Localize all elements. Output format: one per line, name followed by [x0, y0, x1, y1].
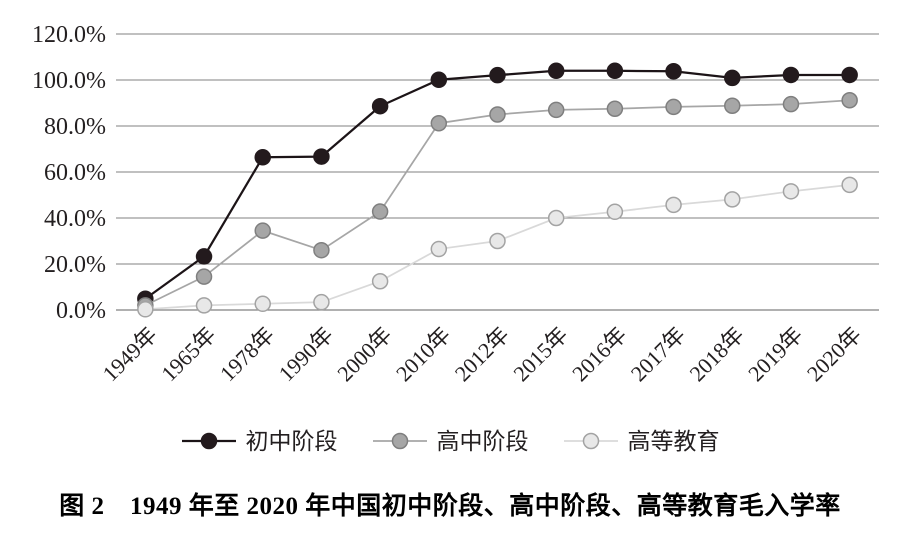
legend-label: 初中阶段 [245, 428, 338, 454]
legend-label: 高等教育 [627, 428, 720, 454]
enrollment-line-chart: 120.0% 100.0% 80.0% 60.0% 40.0% 20.0% 0.0%1949… [32, 22, 879, 386]
data-point-marker [430, 240, 448, 258]
data-point-marker [782, 95, 800, 113]
data-point-marker [313, 241, 330, 259]
data-point-marker [606, 203, 624, 221]
data-point-marker [489, 66, 506, 84]
data-point-marker [254, 149, 271, 166]
data-point-marker [547, 101, 565, 119]
data-point-marker [724, 191, 741, 208]
x-axis-tick-label: 2016年 [567, 322, 631, 386]
y-axis-tick-label: 120.0% [32, 22, 106, 48]
data-point-marker [430, 114, 448, 132]
data-point-marker [489, 232, 506, 250]
y-axis-tick-label: 40.0% [44, 206, 106, 232]
data-point-marker [724, 69, 741, 87]
data-point-marker [371, 97, 389, 115]
data-point-marker [313, 148, 330, 165]
data-point-marker [430, 71, 448, 89]
data-point-marker [489, 106, 506, 123]
x-axis-tick-label: 2000年 [332, 322, 396, 386]
x-axis-tick-label: 1949年 [98, 322, 162, 386]
x-axis-tick-label: 1990年 [274, 322, 338, 386]
legend-marker-icon [181, 432, 236, 450]
x-axis-tick-label: 2017年 [626, 322, 690, 386]
data-point-marker [547, 62, 565, 80]
x-axis-tick-label: 2019年 [743, 322, 807, 386]
x-axis-tick-label: 2015年 [508, 322, 572, 386]
data-point-marker [254, 295, 271, 313]
legend-item: 高中阶段 [372, 430, 529, 453]
data-point-marker [313, 293, 330, 311]
data-point-marker [606, 100, 624, 117]
y-axis-tick-label: 60.0% [44, 160, 106, 186]
data-point-marker [371, 273, 389, 290]
data-point-marker [782, 66, 800, 84]
chart-legend: 初中阶段 高中阶段 高等教育 [0, 424, 900, 458]
data-point-marker [371, 203, 389, 220]
legend-label: 高中阶段 [436, 428, 529, 454]
data-point-marker [665, 196, 682, 214]
x-axis-tick-label: 2018年 [684, 322, 748, 386]
data-point-marker [254, 222, 271, 239]
x-axis-tick-label: 2012年 [450, 322, 514, 386]
y-axis-tick-label: 100.0% [32, 68, 106, 94]
series-line [144, 99, 850, 307]
data-point-marker [841, 176, 858, 194]
legend-item: 初中阶段 [181, 430, 338, 453]
data-point-marker [195, 268, 213, 285]
y-axis-tick-label: 0.0% [56, 298, 106, 324]
data-point-marker [195, 248, 213, 265]
data-point-marker [782, 183, 800, 200]
legend-marker-icon [372, 432, 427, 450]
x-axis-tick-label: 1978年 [215, 322, 279, 386]
figure-caption: 图 2 1949 年至 2020 年中国初中阶段、高中阶段、高等教育毛入学率 [59, 493, 841, 520]
y-axis-tick-label: 20.0% [44, 252, 106, 278]
data-point-marker [137, 301, 154, 318]
data-point-marker [841, 66, 858, 84]
data-point-marker [665, 63, 682, 80]
data-point-marker [665, 98, 682, 116]
legend-item: 高等教育 [563, 430, 720, 453]
data-point-marker [841, 91, 858, 109]
data-point-marker [195, 297, 213, 314]
data-point-marker [547, 209, 565, 227]
data-point-marker [606, 62, 624, 80]
legend-marker-icon [563, 432, 618, 450]
x-axis-tick-label: 2020年 [802, 322, 866, 386]
x-axis-tick-label: 1965年 [156, 322, 220, 386]
y-axis-tick-label: 80.0% [44, 114, 106, 140]
x-axis-tick-label: 2010年 [391, 322, 455, 386]
data-point-marker [724, 97, 741, 115]
